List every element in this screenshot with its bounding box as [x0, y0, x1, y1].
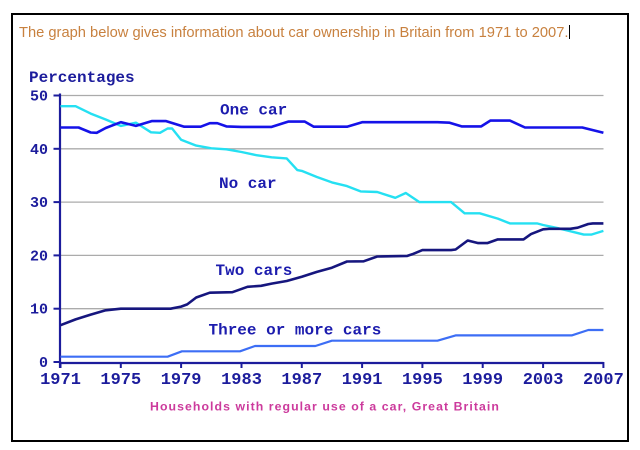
svg-text:40: 40 — [30, 142, 48, 159]
svg-text:Percentages: Percentages — [29, 69, 135, 87]
svg-text:1987: 1987 — [281, 371, 322, 390]
svg-text:1991: 1991 — [342, 371, 383, 390]
svg-text:Three or more cars: Three or more cars — [209, 322, 382, 340]
svg-text:30: 30 — [30, 195, 48, 212]
svg-text:1971: 1971 — [40, 371, 81, 390]
svg-text:1999: 1999 — [462, 371, 503, 390]
svg-text:1983: 1983 — [221, 371, 262, 390]
svg-text:Two cars: Two cars — [216, 262, 293, 280]
svg-text:20: 20 — [30, 248, 48, 265]
svg-text:2003: 2003 — [523, 371, 564, 390]
svg-text:1979: 1979 — [161, 371, 202, 390]
svg-text:1995: 1995 — [402, 371, 443, 390]
svg-text:0: 0 — [39, 355, 48, 372]
svg-text:One car: One car — [220, 102, 287, 120]
svg-text:Households with regular use of: Households with regular use of a car, Gr… — [150, 400, 500, 414]
svg-text:2007: 2007 — [583, 371, 624, 390]
svg-text:No car: No car — [219, 175, 277, 193]
svg-text:1975: 1975 — [100, 371, 141, 390]
svg-text:10: 10 — [30, 302, 48, 319]
svg-text:50: 50 — [30, 89, 48, 106]
